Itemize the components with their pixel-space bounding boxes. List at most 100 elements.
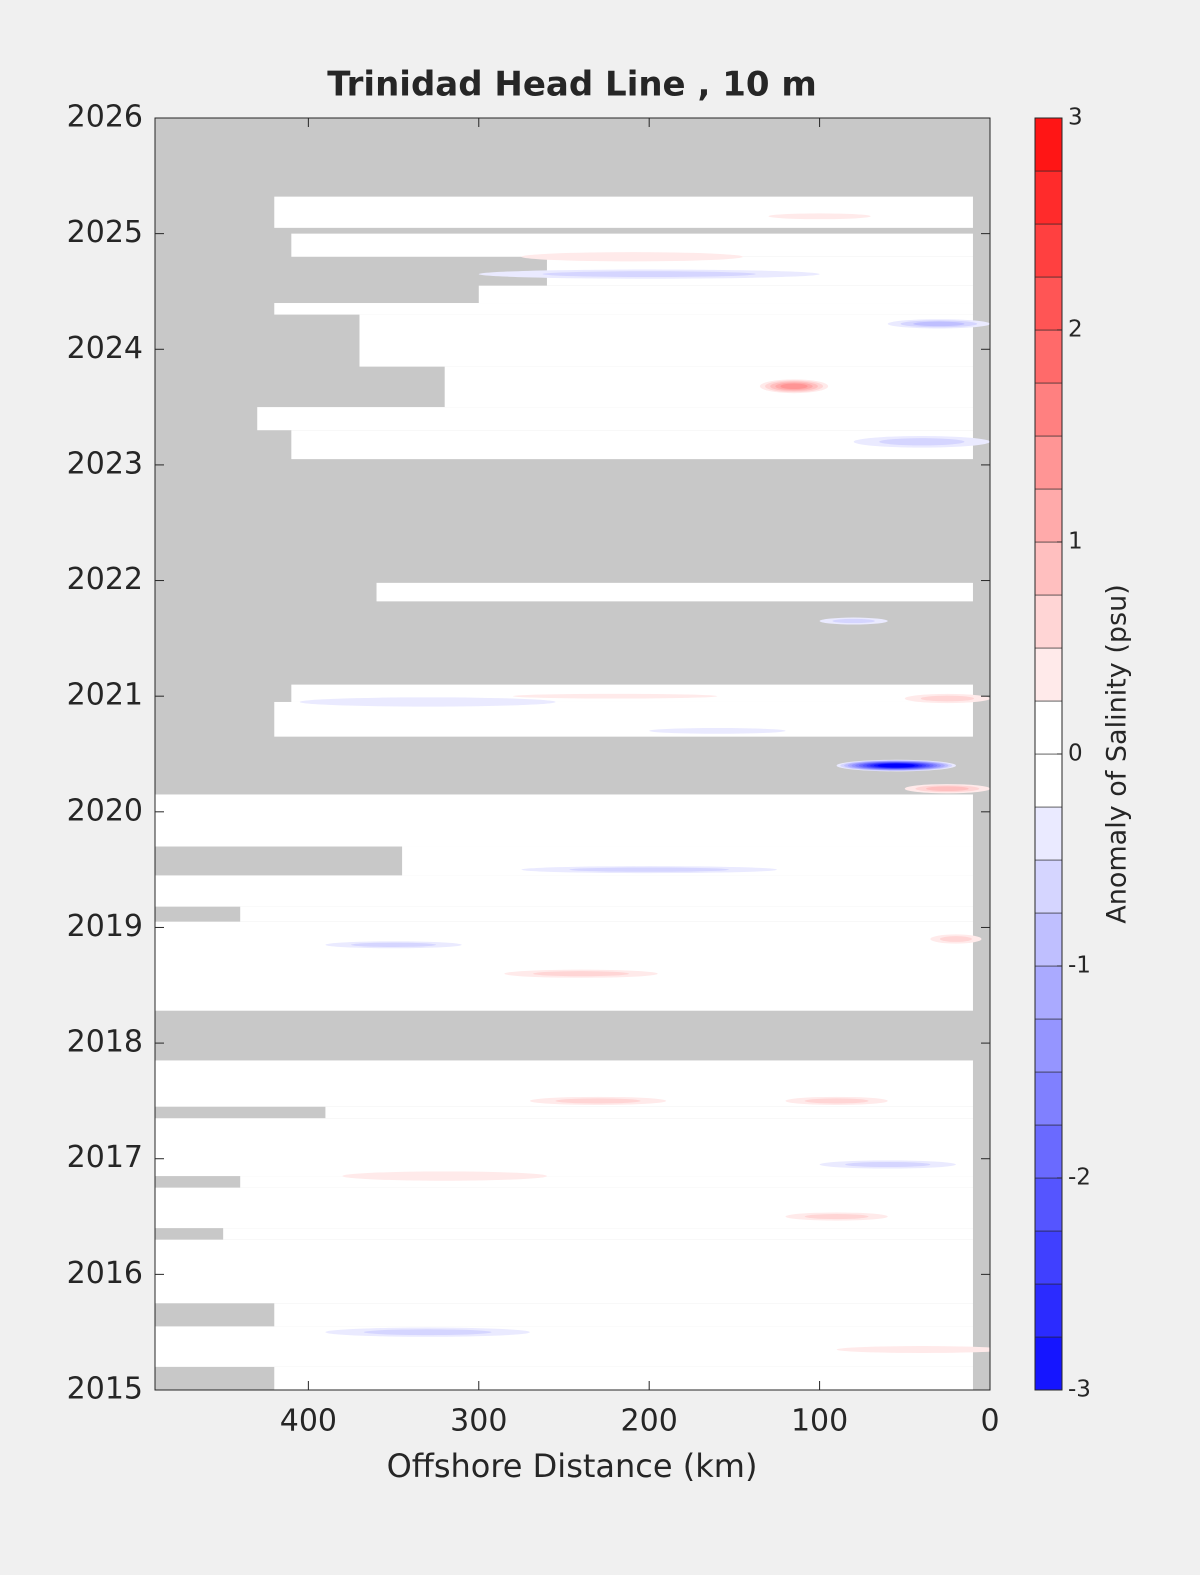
colorbar-band [1034,276,1063,331]
anomaly-blob [785,1212,888,1221]
anomaly-blob [649,727,786,734]
anomaly-blob [768,213,871,220]
coverage [291,430,973,460]
colorbar-band [1034,859,1063,914]
colorbar-label: Anomaly of Salinity (psu) [1102,584,1133,923]
anomaly-blob [342,1171,547,1181]
anomaly-blob [504,969,658,978]
colorbar-band [1034,382,1063,437]
contour-level [804,1214,869,1220]
coverage [444,366,973,408]
colorbar-band [1034,1283,1063,1338]
contour-level [542,271,756,278]
contour-level [649,727,786,734]
colorbar-band [1034,912,1063,967]
colorbar-band [1034,488,1063,543]
contour-level [804,1098,869,1104]
anomaly-blob [819,1160,956,1169]
anomaly-blob [819,617,888,625]
colorbar-tick-label: 2 [1068,317,1083,343]
contour-level [913,321,965,327]
contour-level [920,695,975,702]
anomaly-blob [529,1096,667,1105]
anomaly-blob [930,934,982,944]
coverage [274,196,973,228]
contour-level [845,1161,931,1168]
contour-level [555,1098,641,1104]
anomaly-blob [887,319,990,329]
colorbar-band [1034,329,1063,384]
coverage [155,1187,973,1229]
anomaly-blob [836,1346,990,1353]
anomaly-blob [853,436,990,448]
contour-level [768,213,871,220]
contour-level [926,786,969,792]
colorbar-band [1034,1177,1063,1232]
coverage [274,1366,973,1390]
colorbar-band [1034,647,1063,702]
colorbar-band [1034,117,1063,172]
anomaly-blob [299,697,556,707]
coverage [291,233,973,257]
y-tick-label: 2026 [67,100,143,135]
plot-area [155,118,990,1390]
x-tick-label: 200 [621,1404,678,1439]
y-tick-label: 2020 [67,793,143,828]
coverage [240,1176,973,1188]
colorbar-tick-label: 1 [1068,529,1083,555]
contour-level [512,693,718,699]
colorbar-tick-label: 0 [1068,741,1083,767]
contour-level [363,1329,492,1336]
anomaly-blob [785,1096,888,1105]
coverage [155,794,973,847]
coverage [155,921,973,1011]
x-tick-label: 300 [450,1404,507,1439]
coverage [274,303,973,315]
contour-level [569,867,730,872]
x-tick-label: 0 [980,1404,999,1439]
plot-frame [154,117,991,1391]
x-axis-label: Offshore Distance (km) [387,1447,758,1485]
chart-title: Trinidad Head Line , 10 m [327,65,817,105]
colorbar-band [1034,541,1063,596]
colorbar-band [1034,594,1063,649]
contour-level [877,763,915,768]
y-tick-label: 2021 [67,678,143,713]
y-tick-label: 2015 [67,1372,143,1407]
colorbar-band [1034,965,1063,1020]
colorbar-tick-label: -2 [1068,1165,1091,1191]
colorbar-band [1034,1071,1063,1126]
y-tick-label: 2023 [67,446,143,481]
coverage [257,407,973,431]
contour-level [879,438,965,446]
colorbar-band [1034,700,1063,755]
colorbar-tick-label: -3 [1068,1377,1091,1403]
colorbar-band [1034,1230,1063,1285]
x-tick-label: 400 [280,1404,337,1439]
coverage [274,701,973,737]
colorbar-band [1034,806,1063,861]
y-tick-label: 2019 [67,909,143,944]
y-tick-label: 2017 [67,1140,143,1175]
y-tick-label: 2025 [67,215,143,250]
coverage [155,1326,973,1367]
coverage [155,1239,973,1304]
contour-level [350,942,437,947]
coverage [376,582,973,602]
coverage [155,875,973,907]
anomaly-blob [904,784,990,794]
contour-level [836,1346,990,1353]
colorbar-band [1034,223,1063,278]
anomaly-blob [521,252,743,262]
contour-level [342,1171,547,1181]
contour-level [299,697,556,707]
y-tick-label: 2018 [67,1025,143,1060]
colorbar-band [1034,1336,1063,1391]
y-tick-label: 2016 [67,1256,143,1291]
anomaly-blob [759,379,829,394]
anomaly-blob [325,941,462,949]
colorbar-band [1034,753,1063,808]
contour-level [832,618,875,624]
